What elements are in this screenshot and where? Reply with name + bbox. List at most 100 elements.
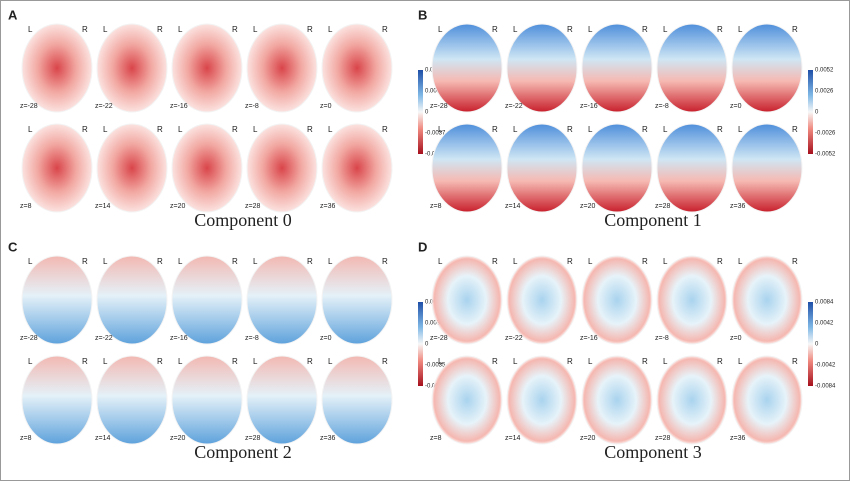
- slice-label: z=-16: [170, 335, 188, 342]
- brain-slice: [657, 124, 727, 212]
- brain-slice: [322, 256, 392, 344]
- brain-outline: [506, 255, 578, 345]
- right-label: R: [382, 125, 388, 134]
- slice-label: z=14: [95, 203, 110, 210]
- brain-slice: [22, 24, 92, 112]
- brain-outline: [506, 23, 578, 113]
- slice-label: z=0: [730, 103, 742, 110]
- left-label: L: [738, 25, 743, 34]
- brain-slice: [732, 24, 802, 112]
- brain-outline: [171, 123, 243, 213]
- left-label: L: [738, 257, 743, 266]
- brain-outline: [581, 355, 653, 445]
- brain-outline: [21, 23, 93, 113]
- slice-label: z=20: [580, 435, 595, 442]
- brain-slice: [247, 124, 317, 212]
- left-label: L: [253, 25, 258, 34]
- right-label: R: [717, 25, 723, 34]
- left-label: L: [103, 125, 108, 134]
- panel-label: A: [8, 7, 18, 22]
- right-label: R: [157, 25, 163, 34]
- left-label: L: [663, 257, 668, 266]
- left-label: L: [663, 125, 668, 134]
- right-label: R: [307, 357, 313, 366]
- brain-slice: [247, 356, 317, 444]
- right-label: R: [382, 25, 388, 34]
- brain-slice: [507, 356, 577, 444]
- slice-label: z=36: [730, 203, 745, 210]
- slice-label: z=20: [170, 203, 185, 210]
- colorbar-tick: -0.0026: [815, 131, 836, 137]
- brain-outline: [731, 355, 803, 445]
- colorbar-tick: 0.0037: [425, 89, 444, 95]
- left-label: L: [253, 125, 258, 134]
- left-label: L: [588, 25, 593, 34]
- slice-label: z=20: [580, 203, 595, 210]
- colorbar-tick: 0: [425, 110, 429, 116]
- right-label: R: [82, 257, 88, 266]
- brain-slice: [507, 24, 577, 112]
- brain-slice: [657, 24, 727, 112]
- right-label: R: [307, 25, 313, 34]
- slice-label: z=28: [655, 435, 670, 442]
- colorbar: [808, 70, 813, 154]
- panel-label: B: [418, 7, 427, 22]
- right-label: R: [567, 125, 573, 134]
- brain-slice: [22, 256, 92, 344]
- brain-slice: [432, 24, 502, 112]
- right-label: R: [567, 25, 573, 34]
- slice-label: z=-28: [430, 335, 448, 342]
- right-label: R: [642, 357, 648, 366]
- left-label: L: [438, 25, 443, 34]
- brain-slice: [97, 356, 167, 444]
- left-label: L: [103, 357, 108, 366]
- slice-label: z=0: [320, 103, 332, 110]
- brain-slice: [97, 256, 167, 344]
- left-label: L: [588, 125, 593, 134]
- brain-outline: [96, 355, 168, 445]
- slice-label: z=14: [505, 435, 520, 442]
- component-title: Component 3: [604, 442, 702, 462]
- brain-outline: [171, 255, 243, 345]
- brain-slice: [97, 24, 167, 112]
- brain-slice: [247, 24, 317, 112]
- left-label: L: [663, 25, 668, 34]
- component-title: Component 2: [194, 442, 292, 462]
- slice-label: z=36: [320, 203, 335, 210]
- brain-outline: [581, 23, 653, 113]
- left-label: L: [328, 257, 333, 266]
- brain-outline: [321, 255, 393, 345]
- left-label: L: [178, 257, 183, 266]
- brain-slice: [657, 356, 727, 444]
- brain-slice: [657, 256, 727, 344]
- slice-label: z=-22: [95, 335, 113, 342]
- brain-slice: [22, 356, 92, 444]
- slice-label: z=-22: [505, 103, 523, 110]
- left-label: L: [738, 357, 743, 366]
- slice-label: z=8: [430, 435, 442, 442]
- brain-slice: [322, 124, 392, 212]
- brain-slice: [247, 256, 317, 344]
- slice-label: z=28: [245, 435, 260, 442]
- slice-label: z=-8: [245, 103, 259, 110]
- brain-outline: [21, 255, 93, 345]
- left-label: L: [28, 25, 33, 34]
- brain-outline: [246, 23, 318, 113]
- slice-label: z=-28: [430, 103, 448, 110]
- component-title: Component 0: [194, 210, 292, 230]
- slice-label: z=-16: [580, 103, 598, 110]
- colorbar-tick: -0.0052: [815, 152, 836, 158]
- brain-slice: [432, 256, 502, 344]
- right-label: R: [792, 257, 798, 266]
- right-label: R: [717, 125, 723, 134]
- left-label: L: [103, 25, 108, 34]
- brain-slice: [322, 356, 392, 444]
- brain-outline: [656, 23, 728, 113]
- component-title: Component 1: [604, 210, 702, 230]
- brain-outline: [581, 123, 653, 213]
- colorbar: [808, 302, 813, 386]
- brain-slice: [432, 356, 502, 444]
- left-label: L: [513, 125, 518, 134]
- colorbar-tick: 0.0026: [815, 89, 834, 95]
